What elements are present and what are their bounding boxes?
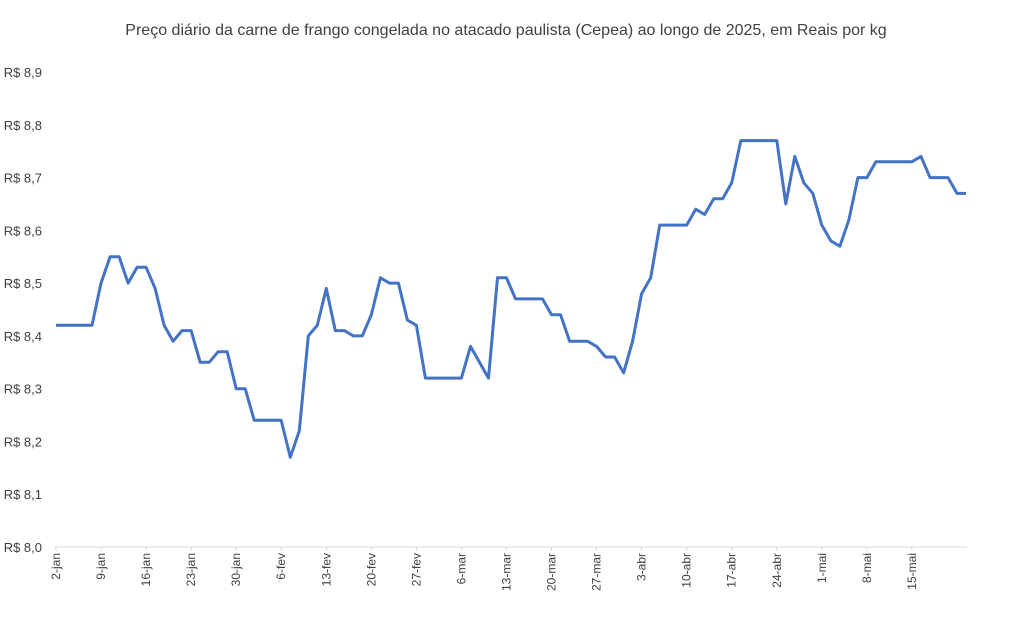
y-tick-label: R$ 8,9 [4, 65, 42, 80]
y-tick-label: R$ 8,0 [4, 540, 42, 555]
x-tick-label: 6-fev [274, 553, 288, 580]
x-tick-label: 16-jan [139, 553, 153, 586]
x-tick-label: 2-jan [49, 553, 63, 580]
x-axis: 2-jan 9-jan 16-jan 23-jan 30-jan 6-fev 13-fev 2… [49, 547, 919, 591]
y-axis: R$ 8,0 R$ 8,1 R$ 8,2 R$ 8,3 R$ 8,4 R$ 8,5 R$ 8… [4, 65, 42, 555]
x-tick-label: 6-mar [454, 553, 468, 584]
chart-title: Preço diário da carne de frango congelad… [125, 22, 887, 39]
x-tick-label: 9-jan [94, 553, 108, 580]
x-tick-label: 24-abr [770, 553, 784, 588]
x-tick-label: 13-mar [499, 553, 513, 591]
x-tick-label: 17-abr [725, 553, 739, 588]
x-tick-label: 27-mar [590, 553, 604, 591]
series-line [56, 139, 966, 459]
y-tick-label: R$ 8,1 [4, 487, 42, 502]
y-tick-label: R$ 8,8 [4, 118, 42, 133]
x-tick-label: 20-mar [545, 553, 559, 591]
x-tick-label: 20-fev [364, 553, 378, 586]
x-tick-label: 15-mai [905, 553, 919, 590]
x-tick-label: 13-fev [319, 553, 333, 586]
y-tick-label: R$ 8,4 [4, 329, 42, 344]
x-tick-label: 23-jan [184, 553, 198, 586]
y-tick-label: R$ 8,2 [4, 434, 42, 449]
x-tick-label: 30-jan [229, 553, 243, 586]
x-tick-label: 8-mai [860, 553, 874, 583]
y-tick-label: R$ 8,3 [4, 382, 42, 397]
y-tick-label: R$ 8,6 [4, 223, 42, 238]
y-tick-label: R$ 8,5 [4, 276, 42, 291]
x-tick-label: 3-abr [635, 553, 649, 581]
x-tick-label: 27-fev [409, 553, 423, 586]
y-tick-label: R$ 8,7 [4, 171, 42, 186]
x-tick-label: 1-mai [815, 553, 829, 583]
x-tick-label: 10-abr [680, 553, 694, 588]
